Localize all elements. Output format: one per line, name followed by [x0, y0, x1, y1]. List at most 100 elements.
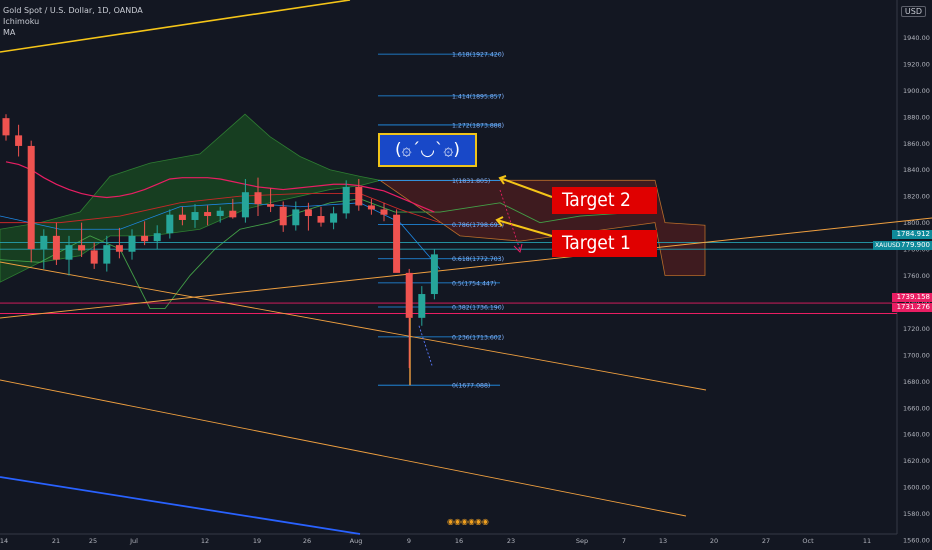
target-1-label[interactable]: Target 1	[552, 230, 657, 257]
candle-body	[418, 294, 426, 318]
candle-body	[115, 245, 123, 252]
path-dashed	[499, 189, 521, 251]
y-tick-label: 1560.00	[903, 537, 930, 545]
trendline-falling-upper	[0, 261, 707, 391]
x-tick-label: 25	[89, 537, 97, 545]
candle-body	[178, 214, 186, 220]
candle-body	[15, 135, 23, 146]
target-2-arrowhead	[498, 175, 507, 185]
ichimoku-base-line	[0, 193, 441, 224]
fib-level-label: 0(1677.088)	[452, 383, 490, 390]
fib-level-label: 0.5(1754.447)	[452, 280, 496, 287]
y-tick-label: 1600.00	[903, 484, 930, 492]
price-tag-1731: 1731.276	[892, 303, 932, 312]
candle-body	[317, 216, 325, 223]
target-2-label[interactable]: Target 2	[552, 187, 657, 214]
candle-body	[355, 186, 363, 206]
fib-level-label: 1.414(1895.857)	[452, 93, 504, 100]
y-tick-label: 1800.00	[903, 219, 930, 227]
target-2-arrow	[499, 177, 553, 198]
y-tick-label: 1900.00	[903, 87, 930, 95]
x-tick-label: Sep	[576, 537, 588, 545]
event-icons[interactable]: ◉◉◉◉◉◉	[447, 517, 489, 526]
candle-body	[430, 254, 438, 295]
candle-body	[128, 235, 136, 252]
fib-level-label: 0.382(1736.190)	[452, 305, 504, 312]
x-tick-label: 7	[622, 537, 626, 545]
ichimoku-cloud-bull	[0, 113, 381, 283]
y-tick-label: 1580.00	[903, 510, 930, 518]
candle-body	[241, 192, 249, 218]
x-tick-label: 21	[52, 537, 60, 545]
fib-level-label: 1.272(1873.888)	[452, 122, 504, 129]
y-tick-label: 1740.00	[903, 298, 930, 306]
x-tick-label: 19	[253, 537, 261, 545]
x-tick-label: 12	[201, 537, 209, 545]
x-tick-label: 13	[659, 537, 667, 545]
price-tag-1779: 1779.900	[892, 241, 932, 250]
candle-body	[229, 210, 237, 218]
candle-body	[166, 214, 174, 234]
x-tick-label: 14	[0, 537, 8, 545]
emoji-annotation[interactable]: (۞´◡`۞)	[378, 133, 477, 167]
fib-level-label: 1(1831.805)	[452, 178, 490, 185]
indicator-ichimoku[interactable]: Ichimoku	[3, 17, 40, 26]
candle-body	[191, 212, 199, 220]
fib-level-label: 0.786(1798.693)	[452, 222, 504, 229]
y-tick-label: 1720.00	[903, 325, 930, 333]
candle-body	[141, 235, 149, 242]
ticker-tag: XAUUSD	[873, 241, 903, 250]
path-arrowhead	[513, 243, 523, 253]
y-tick-label: 1860.00	[903, 140, 930, 148]
candle-body	[254, 192, 262, 205]
candle-body	[292, 209, 300, 226]
candle-body	[78, 245, 86, 251]
y-tick-label: 1920.00	[903, 60, 930, 68]
candle-body	[216, 210, 224, 217]
candle-body	[204, 212, 212, 217]
candle-body	[342, 186, 350, 214]
candle-body	[393, 214, 401, 273]
trendline-yellow	[0, 0, 351, 53]
candle-body	[267, 204, 275, 207]
candle-body	[380, 209, 388, 215]
moving-average-line	[5, 161, 435, 213]
y-tick-label: 1840.00	[903, 166, 930, 174]
candle-body	[304, 209, 312, 217]
x-tick-label: 26	[303, 537, 311, 545]
chart-legend: Gold Spot / U.S. Dollar, 1D, OANDA Ichim…	[3, 5, 143, 38]
x-tick-label: 27	[762, 537, 770, 545]
y-tick-label: 1760.00	[903, 272, 930, 280]
indicator-ma[interactable]: MA	[3, 28, 16, 37]
fib-level-label: 1.618(1927.420)	[452, 52, 504, 59]
x-tick-label: 20	[710, 537, 718, 545]
price-tag-1784: 1784.912	[892, 230, 932, 239]
x-tick-label: 23	[507, 537, 515, 545]
candle-body	[153, 233, 161, 242]
candle-body	[52, 235, 60, 260]
candle-body	[405, 272, 413, 318]
candle-body	[330, 213, 338, 223]
x-tick-label: Oct	[802, 537, 814, 545]
x-tick-label: Jul	[129, 537, 138, 545]
price-tag-1739: 1739.158	[892, 293, 932, 302]
x-tick-label: 11	[863, 537, 871, 545]
x-tick-label: 16	[455, 537, 463, 545]
trendline-rising	[0, 217, 932, 319]
x-tick-label: Aug	[350, 537, 363, 545]
y-tick-label: 1640.00	[903, 431, 930, 439]
y-tick-label: 1880.00	[903, 113, 930, 121]
candle-body	[40, 235, 48, 250]
trendline-falling-lower	[0, 379, 687, 517]
symbol-title[interactable]: Gold Spot / U.S. Dollar, 1D, OANDA	[3, 6, 143, 15]
y-tick-label: 1660.00	[903, 404, 930, 412]
y-tick-label: 1700.00	[903, 351, 930, 359]
candle-body	[90, 250, 98, 264]
candle-body	[65, 245, 73, 260]
candle-body	[367, 205, 375, 210]
y-tick-label: 1940.00	[903, 34, 930, 42]
target-1-arrowhead	[495, 216, 504, 227]
currency-label[interactable]: USD	[900, 6, 926, 17]
